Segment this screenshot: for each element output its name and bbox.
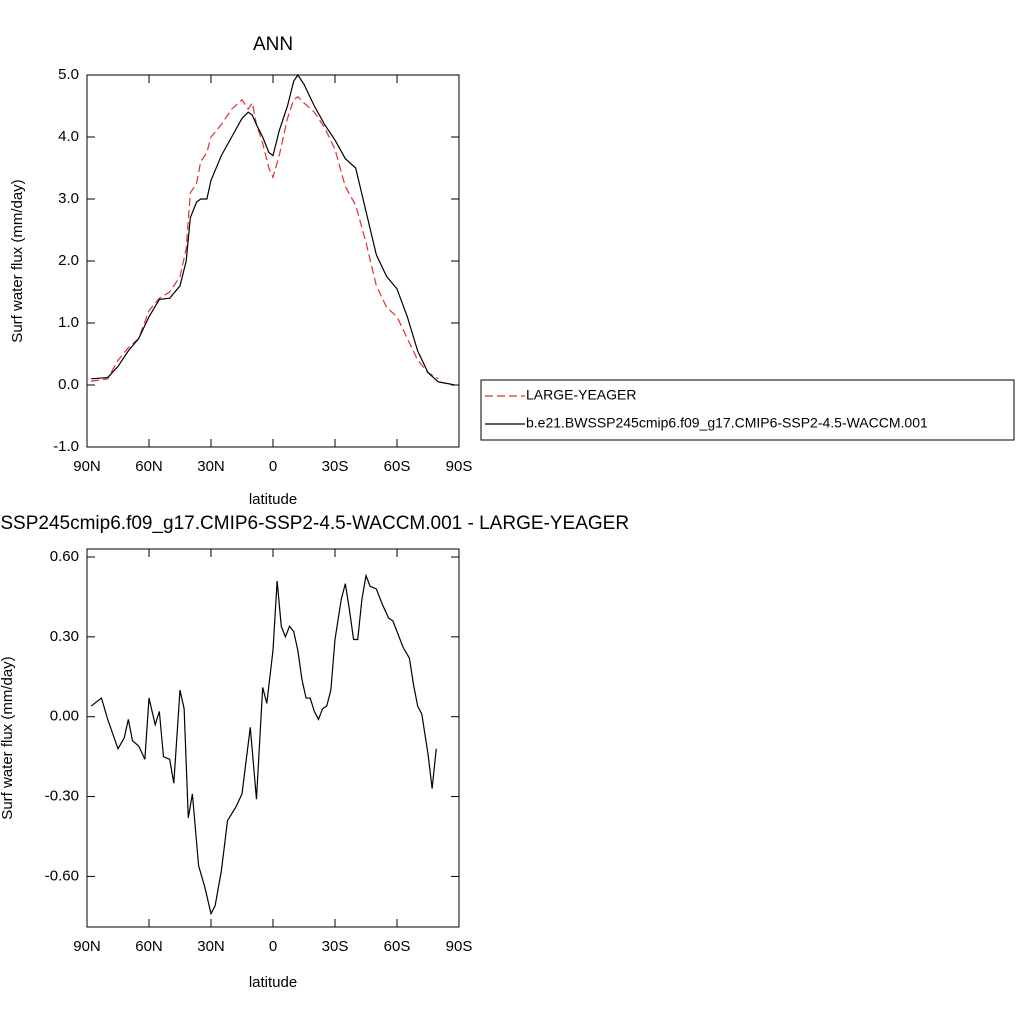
legend-label: LARGE-YEAGER	[526, 387, 636, 403]
y-axis-label: Surf water flux (mm/day)	[9, 179, 26, 342]
x-tick-label: 60N	[135, 458, 163, 475]
x-tick-label: 30N	[197, 938, 225, 955]
y-tick-label: 0.00	[50, 708, 79, 725]
chart-title: b.e21.BWSSP245cmip6.f09_g17.CMIP6-SSP2-4…	[0, 513, 629, 534]
x-tick-label: 90N	[73, 458, 101, 475]
x-tick-label: 60S	[384, 458, 411, 475]
x-tick-label: 60S	[384, 938, 411, 955]
plot-frame	[86, 548, 460, 928]
y-tick-label: 2.0	[58, 252, 79, 269]
x-tick-label: 30S	[322, 938, 349, 955]
y-tick-label: 5.0	[58, 66, 79, 83]
x-axis-label: latitude	[249, 974, 297, 991]
plot-frame	[86, 74, 460, 448]
x-tick-label: 30S	[322, 458, 349, 475]
x-tick-label: 60N	[135, 938, 163, 955]
y-axis-label: Surf water flux (mm/day)	[0, 656, 16, 819]
y-tick-label: 0.30	[50, 628, 79, 645]
y-tick-label: 0.60	[50, 548, 79, 565]
x-tick-label: 90N	[73, 938, 101, 955]
y-tick-label: -0.60	[45, 867, 79, 884]
y-tick-label: 4.0	[58, 128, 79, 145]
x-tick-label: 30N	[197, 458, 225, 475]
x-tick-label: 90S	[446, 938, 473, 955]
x-axis-label: latitude	[249, 491, 297, 508]
y-tick-label: 3.0	[58, 190, 79, 207]
legend-box	[480, 379, 1015, 441]
y-tick-label: -1.0	[53, 438, 79, 455]
x-tick-label: 0	[269, 938, 277, 955]
y-tick-label: 1.0	[58, 314, 79, 331]
data-line	[90, 573, 437, 916]
x-tick-label: 90S	[446, 458, 473, 475]
legend-label: b.e21.BWSSP245cmip6.f09_g17.CMIP6-SSP2-4…	[526, 415, 928, 431]
chart-title: ANN	[253, 34, 293, 55]
x-tick-label: 0	[269, 458, 277, 475]
data-line	[91, 95, 439, 382]
data-line	[91, 73, 455, 386]
y-tick-label: 0.0	[58, 376, 79, 393]
y-tick-label: -0.30	[45, 788, 79, 805]
